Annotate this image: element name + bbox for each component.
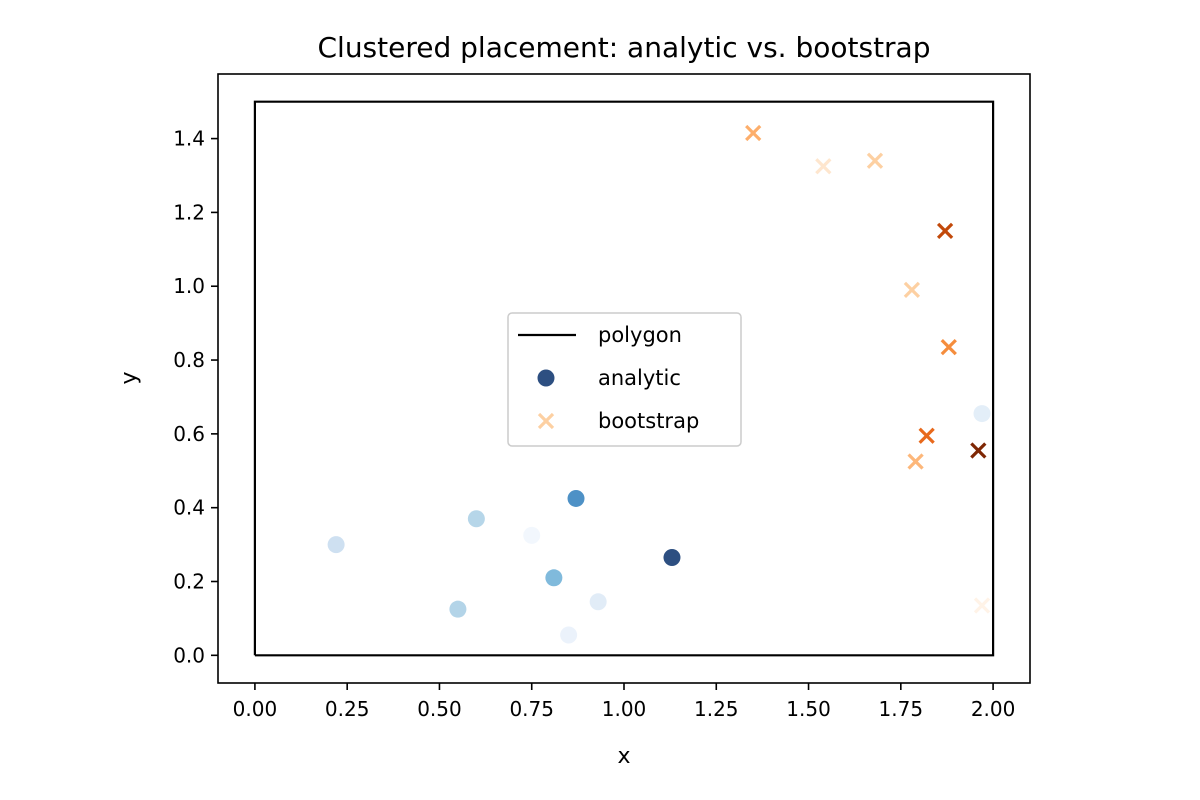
bootstrap-point-4 bbox=[903, 281, 921, 299]
bootstrap-point-8-stroke-b bbox=[970, 442, 987, 459]
analytic-point-4 bbox=[545, 569, 563, 587]
legend-analytic-swatch bbox=[537, 369, 555, 387]
series-analytic bbox=[327, 405, 991, 644]
x-tick-label-1: 0.25 bbox=[325, 697, 370, 721]
legend-box bbox=[507, 312, 742, 447]
ticks: 0.00 0.25 0.50 0.75 1.00 1.25 1.50 1.75 2.00 0.0 0… bbox=[173, 127, 1015, 721]
bootstrap-point-5 bbox=[940, 338, 957, 356]
y-tick-label-5: 1.0 bbox=[173, 274, 205, 298]
legend-bootstrap-label: bootstrap bbox=[598, 409, 699, 433]
bootstrap-point-0 bbox=[745, 124, 762, 142]
bootstrap-point-9-stroke-b bbox=[973, 597, 991, 614]
y-tick-label-4: 0.8 bbox=[173, 348, 205, 372]
bootstrap-point-6 bbox=[918, 427, 935, 444]
y-tick-label-2: 0.4 bbox=[173, 496, 205, 520]
plot-area bbox=[253, 100, 995, 657]
legend: polygon analytic bootstrap bbox=[507, 312, 742, 447]
analytic-point-8 bbox=[663, 549, 681, 567]
chart-title: Clustered placement: analytic vs. bootst… bbox=[317, 31, 930, 64]
x-tick-label-7: 1.75 bbox=[879, 697, 924, 721]
analytic-point-6 bbox=[567, 489, 585, 507]
analytic-point-2 bbox=[467, 510, 485, 528]
x-tick-label-8: 2.00 bbox=[971, 697, 1016, 721]
analytic-point-3 bbox=[523, 526, 541, 544]
bootstrap-point-5-stroke-b bbox=[940, 338, 957, 356]
bootstrap-point-0-stroke-b bbox=[745, 124, 762, 142]
bootstrap-point-1-stroke-b bbox=[815, 158, 832, 175]
analytic-point-0 bbox=[327, 536, 345, 554]
x-tick-label-6: 1.50 bbox=[786, 697, 831, 721]
y-tick-label-0: 0.0 bbox=[173, 643, 205, 667]
polygon-outline bbox=[253, 100, 995, 657]
bootstrap-point-3-stroke-b bbox=[936, 222, 954, 239]
x-axis-label: x bbox=[617, 744, 630, 769]
x-tick-label-2: 0.50 bbox=[417, 697, 462, 721]
legend-analytic-label: analytic bbox=[598, 366, 681, 390]
bootstrap-point-3 bbox=[936, 222, 954, 239]
bootstrap-point-6-stroke-b bbox=[918, 427, 935, 444]
bootstrap-point-2-stroke-b bbox=[866, 152, 884, 169]
bootstrap-point-1 bbox=[815, 158, 832, 175]
x-tick-label-4: 1.00 bbox=[602, 697, 647, 721]
x-tick-label-5: 1.25 bbox=[694, 697, 739, 721]
x-tick-label-0: 0.00 bbox=[233, 697, 278, 721]
legend-bootstrap-swatch bbox=[537, 412, 555, 430]
y-tick-label-7: 1.4 bbox=[173, 127, 205, 151]
bootstrap-point-7 bbox=[907, 453, 924, 470]
y-tick-label-1: 0.2 bbox=[173, 570, 205, 594]
y-tick-label-3: 0.6 bbox=[173, 422, 205, 446]
y-axis-label: y bbox=[117, 371, 142, 384]
bootstrap-point-4-stroke-b bbox=[903, 281, 921, 299]
bootstrap-point-9 bbox=[973, 597, 991, 614]
series-bootstrap bbox=[745, 124, 991, 614]
bootstrap-point-8 bbox=[970, 442, 987, 459]
legend-bootstrap-swatch-stroke-b bbox=[537, 412, 555, 430]
x-tick-label-3: 0.75 bbox=[509, 697, 554, 721]
analytic-point-5 bbox=[560, 626, 578, 644]
analytic-point-9 bbox=[973, 405, 991, 423]
bootstrap-point-2 bbox=[866, 152, 884, 169]
y-tick-label-6: 1.2 bbox=[173, 200, 205, 224]
legend-polygon-label: polygon bbox=[598, 323, 682, 347]
analytic-point-7 bbox=[589, 593, 607, 611]
analytic-point-1 bbox=[449, 600, 467, 618]
bootstrap-point-7-stroke-b bbox=[907, 453, 924, 470]
